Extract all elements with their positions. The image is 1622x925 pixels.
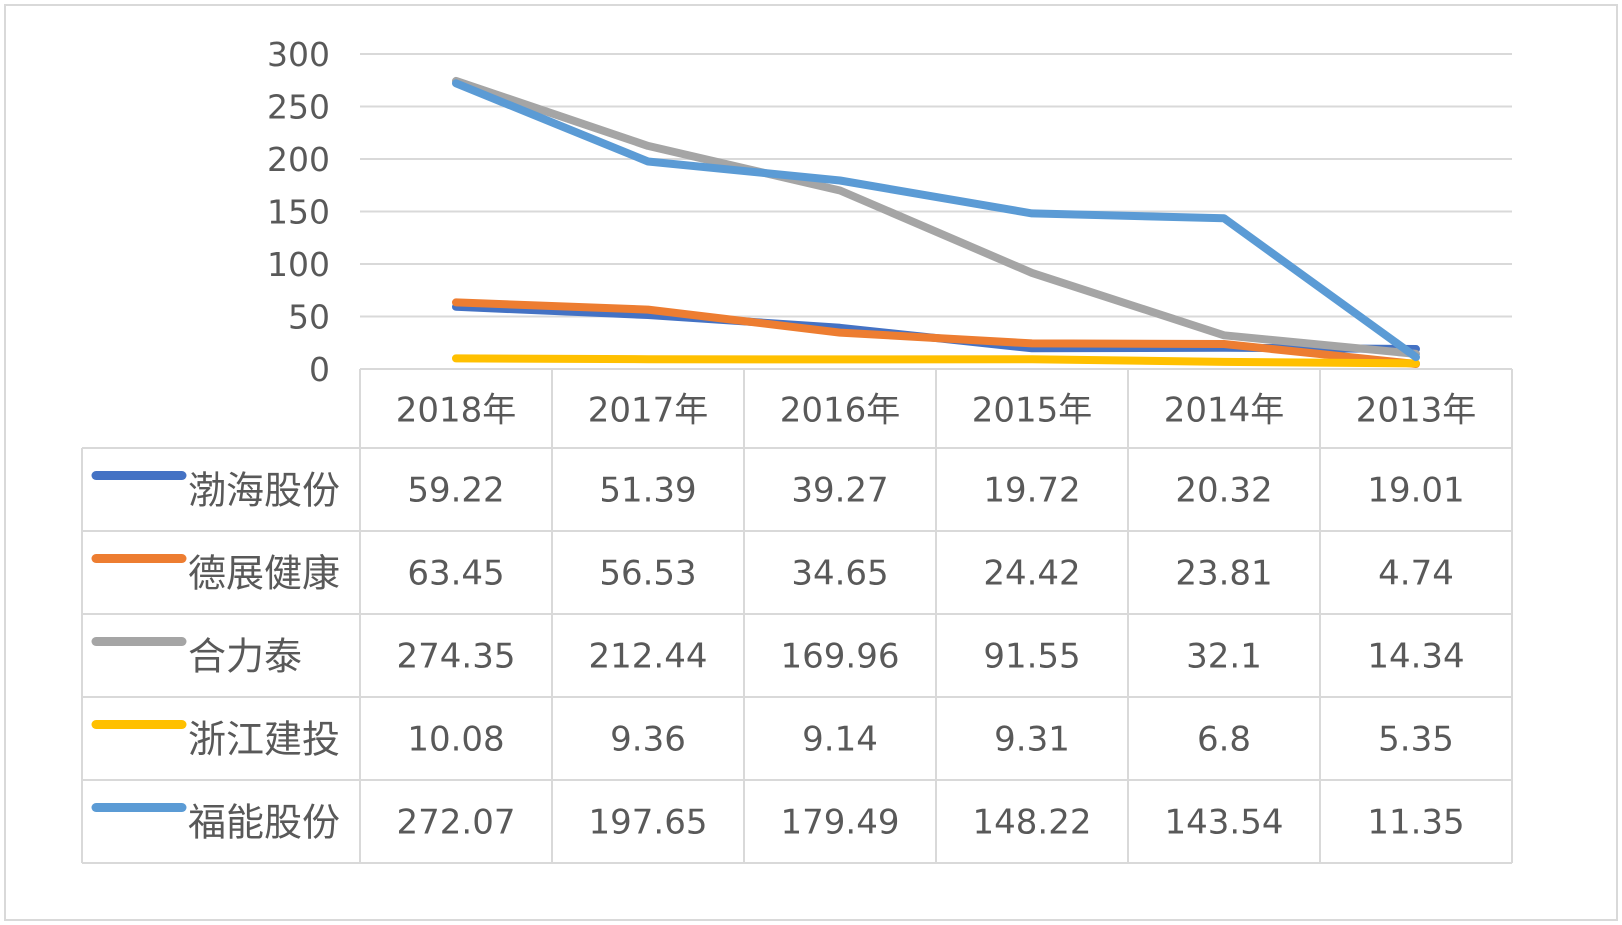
data-label: 51.39 xyxy=(599,471,696,511)
data-label: 179.49 xyxy=(781,803,900,843)
data-label: 212.44 xyxy=(589,637,708,677)
chart-frame: 0 50 100 150 200 250 300 2018年 2017年 2016年 2015年 2… xyxy=(4,4,1618,921)
legend-label: 福能股份 xyxy=(188,801,340,845)
data-label: 143.54 xyxy=(1165,803,1284,843)
data-label: 11.35 xyxy=(1367,803,1464,843)
data-label: 56.53 xyxy=(599,554,696,594)
x-category-label: 2013年 xyxy=(1356,391,1477,431)
data-label: 59.22 xyxy=(407,471,504,511)
legend-label: 渤海股份 xyxy=(188,469,340,513)
data-label: 19.01 xyxy=(1367,471,1464,511)
data-label: 197.65 xyxy=(589,803,708,843)
legend-label: 德展健康 xyxy=(188,552,340,596)
data-label: 4.74 xyxy=(1378,554,1454,594)
data-label: 5.35 xyxy=(1378,720,1454,760)
y-tick-label: 200 xyxy=(267,140,330,179)
data-label: 63.45 xyxy=(407,554,504,594)
y-tick-label: 150 xyxy=(267,193,330,232)
data-label: 10.08 xyxy=(407,720,504,760)
series-line xyxy=(452,79,1420,362)
data-label: 14.34 xyxy=(1367,637,1464,677)
y-tick-label: 300 xyxy=(267,35,330,74)
data-label: 23.81 xyxy=(1175,554,1272,594)
data-label: 39.27 xyxy=(791,471,888,511)
data-label: 19.72 xyxy=(983,471,1080,511)
data-label: 32.1 xyxy=(1186,637,1262,677)
y-tick-label: 250 xyxy=(267,88,330,127)
y-tick-label: 100 xyxy=(267,245,330,284)
x-category-label: 2017年 xyxy=(588,391,709,431)
x-category-label: 2014年 xyxy=(1164,391,1285,431)
data-label: 6.8 xyxy=(1197,720,1251,760)
series-lines xyxy=(452,76,1420,368)
x-category-label: 2016年 xyxy=(780,391,901,431)
series-line xyxy=(452,76,1420,358)
series-line xyxy=(452,298,1420,368)
series-line xyxy=(452,354,1420,368)
data-label: 20.32 xyxy=(1175,471,1272,511)
data-label: 9.31 xyxy=(994,720,1070,760)
data-label: 9.14 xyxy=(802,720,878,760)
data-label: 91.55 xyxy=(983,637,1080,677)
data-label: 24.42 xyxy=(983,554,1080,594)
data-label: 272.07 xyxy=(397,803,516,843)
y-tick-label: 50 xyxy=(288,298,330,337)
gridlines xyxy=(360,53,1512,318)
data-label: 169.96 xyxy=(781,637,900,677)
data-label: 34.65 xyxy=(791,554,888,594)
data-label: 274.35 xyxy=(397,637,516,677)
legend-label: 浙江建投 xyxy=(188,718,340,762)
y-axis-ticks: 0 50 100 150 200 250 300 xyxy=(267,35,330,389)
x-category-label: 2018年 xyxy=(396,391,517,431)
x-category-label: 2015年 xyxy=(972,391,1093,431)
data-label: 9.36 xyxy=(610,720,686,760)
y-tick-label: 0 xyxy=(309,350,330,389)
data-label: 148.22 xyxy=(973,803,1092,843)
legend-label: 合力泰 xyxy=(188,635,302,679)
